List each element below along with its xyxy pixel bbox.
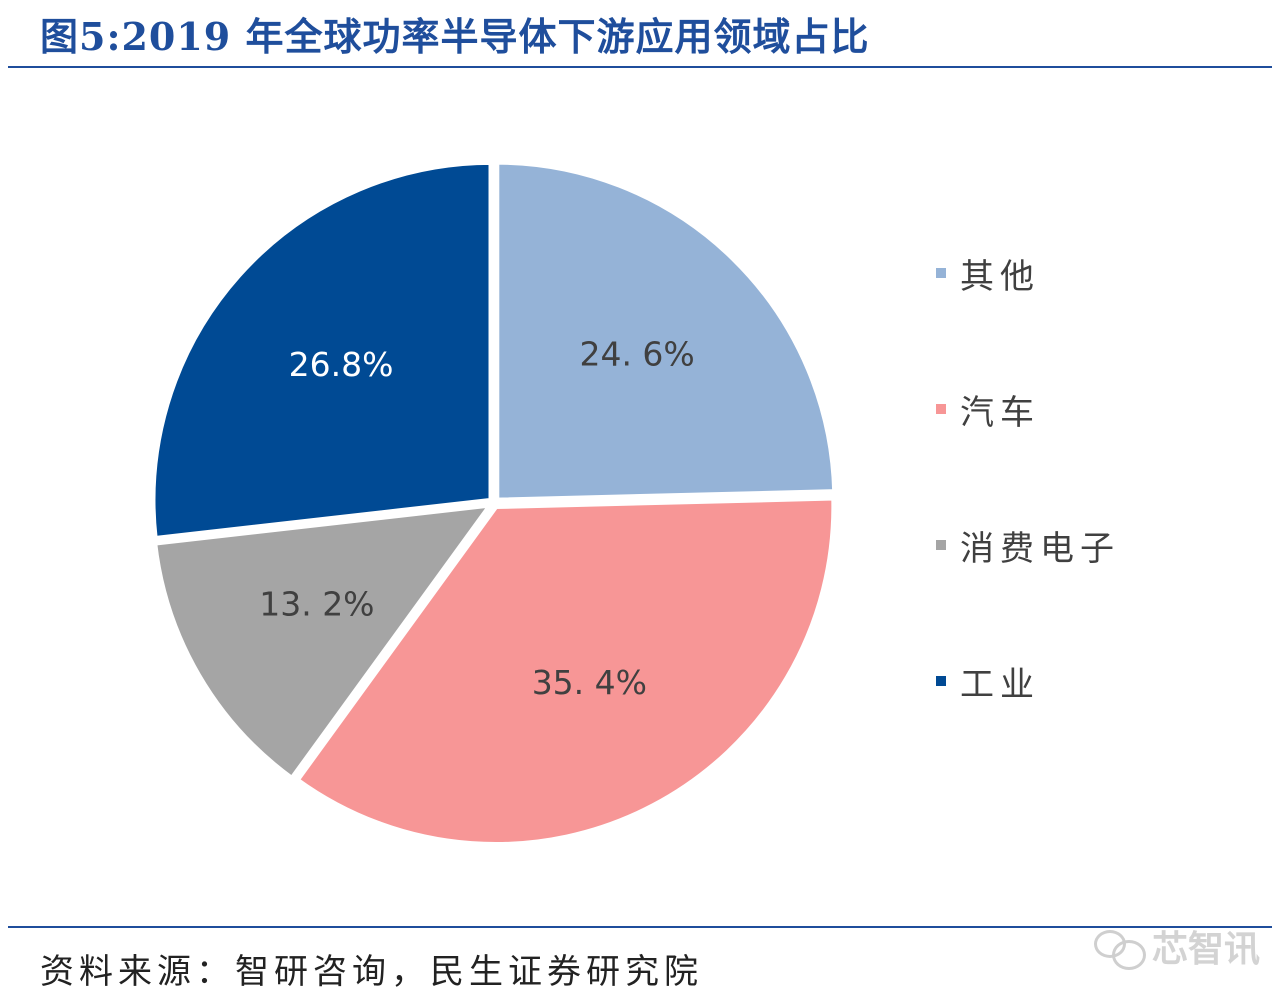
- legend-label-other: 其他: [960, 256, 1040, 297]
- top-divider: [8, 66, 1272, 68]
- pie-slice-auto: [294, 495, 837, 848]
- legend-label-industrial: 工业: [960, 664, 1040, 705]
- figure-title: 图5:2019 年全球功率半导体下游应用领域占比: [40, 14, 870, 59]
- legend-item-other: 其他: [936, 250, 1120, 297]
- slice-label-other: 24. 6%: [579, 335, 694, 374]
- pie-slice-consumer-electronics: [152, 502, 494, 781]
- legend-swatch-industrial: [936, 676, 946, 686]
- wechat-bubbles-icon: [1094, 926, 1146, 970]
- legend-item-consumer-electronics: 消费电子: [936, 522, 1120, 569]
- source-note: 资料来源：智研咨询，民生证券研究院: [40, 952, 703, 992]
- legend-swatch-other: [936, 268, 946, 278]
- bottom-divider: [8, 926, 1272, 928]
- legend-label-consumer-electronics: 消费电子: [960, 528, 1120, 569]
- slice-label-consumer-electronics: 13. 2%: [259, 585, 374, 624]
- legend-swatch-auto: [936, 404, 946, 414]
- chart-legend: 其他 汽车 消费电子 工业: [936, 250, 1120, 794]
- legend-label-auto: 汽车: [960, 392, 1040, 433]
- slice-label-auto: 35. 4%: [532, 663, 647, 702]
- legend-swatch-consumer-electronics: [936, 540, 946, 550]
- legend-item-industrial: 工业: [936, 658, 1120, 705]
- pie-slice-other: [494, 159, 838, 503]
- watermark-text: 芯智讯: [1152, 929, 1261, 970]
- pie-slice-industrial: [150, 159, 494, 541]
- slice-label-industrial: 26.8%: [289, 345, 394, 384]
- watermark: 芯智讯: [1094, 920, 1260, 972]
- legend-item-auto: 汽车: [936, 386, 1120, 433]
